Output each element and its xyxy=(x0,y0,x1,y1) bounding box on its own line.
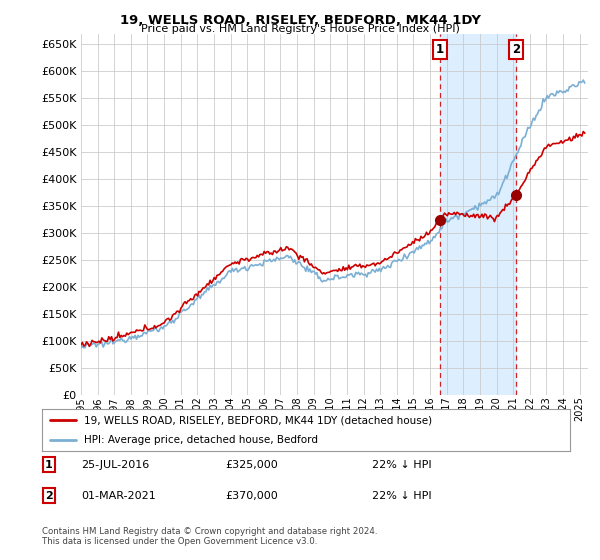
Text: 19, WELLS ROAD, RISELEY, BEDFORD, MK44 1DY: 19, WELLS ROAD, RISELEY, BEDFORD, MK44 1… xyxy=(119,14,481,27)
Text: Price paid vs. HM Land Registry's House Price Index (HPI): Price paid vs. HM Land Registry's House … xyxy=(140,24,460,34)
Text: 2: 2 xyxy=(45,491,53,501)
Text: 01-MAR-2021: 01-MAR-2021 xyxy=(81,491,156,501)
Text: 22% ↓ HPI: 22% ↓ HPI xyxy=(372,491,431,501)
Text: 25-JUL-2016: 25-JUL-2016 xyxy=(81,460,149,470)
Text: 22% ↓ HPI: 22% ↓ HPI xyxy=(372,460,431,470)
Bar xyxy=(440,34,516,395)
Text: £325,000: £325,000 xyxy=(225,460,278,470)
Text: 19, WELLS ROAD, RISELEY, BEDFORD, MK44 1DY (detached house): 19, WELLS ROAD, RISELEY, BEDFORD, MK44 1… xyxy=(84,415,433,425)
Text: HPI: Average price, detached house, Bedford: HPI: Average price, detached house, Bedf… xyxy=(84,435,318,445)
Text: 1: 1 xyxy=(436,43,443,57)
Text: 1: 1 xyxy=(45,460,53,470)
Text: £370,000: £370,000 xyxy=(225,491,278,501)
Text: 2: 2 xyxy=(512,43,520,57)
Text: Contains HM Land Registry data © Crown copyright and database right 2024.
This d: Contains HM Land Registry data © Crown c… xyxy=(42,526,377,546)
